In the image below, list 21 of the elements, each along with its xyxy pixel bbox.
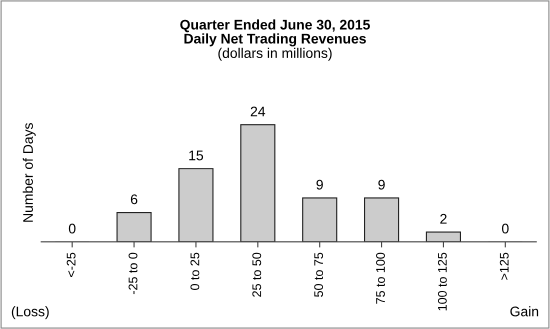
text: (Loss) [12, 306, 49, 320]
chart-subtitle: (dollars in millions) [218, 48, 332, 61]
x-tick-label: 75 to 100 [376, 252, 385, 304]
data-label: 6 [130, 194, 138, 204]
x-tick-label: 100 to 125 [438, 252, 447, 310]
text: Gain [510, 306, 538, 316]
x-tick-label: <-25 [66, 252, 76, 277]
x-tick-label: >125 [500, 252, 509, 280]
x-tick-label: 0 to 25 [190, 252, 200, 290]
data-label: 15 [189, 150, 204, 160]
y-axis-title: Number of Days [22, 123, 36, 222]
x-tick-label: -25 to 0 [128, 252, 138, 294]
data-label: 9 [378, 180, 385, 190]
data-label: 0 [502, 224, 509, 234]
chart-title: Quarter Ended June 30, 2015 Daily Net Trading Revenues [180, 19, 370, 46]
data-label: 24 [250, 106, 266, 116]
x-tick-label: 50 to 75 [314, 252, 324, 297]
data-label: 2 [440, 214, 447, 224]
x-tick-label: 25 to 50 [252, 252, 262, 297]
data-label: 0 [68, 224, 76, 234]
data-label: 9 [316, 180, 323, 190]
